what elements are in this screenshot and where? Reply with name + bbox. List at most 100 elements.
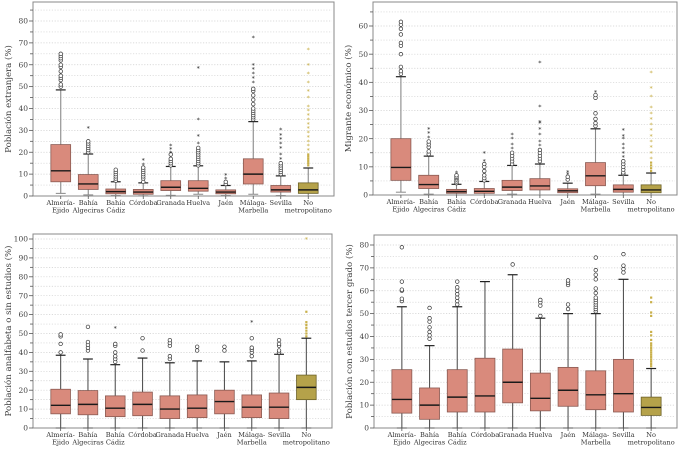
outlier-point bbox=[167, 337, 173, 343]
x-tick-label: Málaga- bbox=[582, 431, 609, 439]
y-tick-label: 50 bbox=[18, 82, 28, 91]
plot-frame bbox=[372, 1, 678, 196]
box-8: * Málaga-Marbella bbox=[580, 89, 610, 214]
extreme-point: * bbox=[252, 66, 256, 74]
x-tick-label: Córdoba bbox=[129, 199, 158, 207]
x-tick-label: Granada bbox=[498, 198, 527, 206]
x-tick-label: Sevilla bbox=[268, 431, 290, 439]
extreme-point: * bbox=[594, 89, 598, 97]
x-tick-label: Granada bbox=[156, 199, 185, 207]
outlier-point bbox=[482, 173, 487, 178]
outlier-point bbox=[455, 302, 460, 307]
extreme-point: * bbox=[622, 127, 626, 135]
outlier-point bbox=[455, 295, 460, 300]
extreme-point: * bbox=[307, 125, 311, 133]
x-tick-label: No bbox=[303, 199, 313, 207]
outlier-point bbox=[455, 279, 460, 284]
outlier-point bbox=[565, 174, 570, 179]
box-5: ****Granada bbox=[498, 131, 527, 206]
iqr-box bbox=[50, 144, 72, 183]
outlier-point bbox=[565, 306, 571, 312]
extreme-point: * bbox=[649, 104, 653, 112]
x-tick-label: Ejido bbox=[392, 206, 409, 214]
iqr-box bbox=[242, 158, 264, 185]
outlier-point bbox=[398, 19, 404, 24]
outlier-point bbox=[593, 111, 598, 116]
box-4: Córdoba bbox=[128, 336, 157, 439]
box-7: Jaén bbox=[557, 278, 579, 439]
x-tick-label: Almería- bbox=[387, 431, 416, 439]
outlier-point bbox=[650, 344, 653, 347]
extreme-point: * bbox=[279, 136, 283, 144]
x-tick-label: Marbella bbox=[238, 207, 268, 215]
outlier-point bbox=[593, 116, 598, 122]
extreme-point: * bbox=[252, 79, 256, 87]
outlier-point bbox=[140, 348, 145, 353]
outlier-point bbox=[167, 354, 173, 359]
extreme-point: * bbox=[252, 70, 256, 78]
x-tick-label: Córdoba bbox=[128, 431, 157, 439]
iqr-box bbox=[446, 369, 468, 413]
outlier-point bbox=[58, 332, 63, 337]
extreme-point: * bbox=[197, 132, 201, 140]
extreme-point: * bbox=[252, 74, 256, 82]
iqr-box bbox=[390, 138, 412, 181]
x-tick-label: Huelva bbox=[528, 198, 552, 206]
outlier-point bbox=[307, 159, 310, 163]
outlier-point bbox=[650, 358, 653, 361]
y-tick-label: 70 bbox=[359, 263, 369, 272]
extreme-point: * bbox=[307, 94, 311, 102]
outlier-point bbox=[58, 82, 63, 87]
outlier-point bbox=[650, 296, 653, 299]
outlier-point bbox=[650, 353, 653, 356]
extreme-point: * bbox=[510, 145, 514, 153]
outlier-point bbox=[537, 147, 543, 153]
iqr-box bbox=[50, 388, 71, 415]
extreme-point: * bbox=[538, 138, 542, 146]
y-tick-label: 60 bbox=[18, 60, 28, 69]
x-tick-label: No bbox=[646, 198, 656, 206]
outlier-point bbox=[307, 164, 310, 167]
box-1: Almería-Ejido bbox=[46, 51, 75, 215]
x-tick-label: Marbella bbox=[237, 439, 267, 447]
outlier-point bbox=[426, 139, 431, 144]
y-tick-label: 0 bbox=[23, 424, 28, 433]
outlier-point bbox=[593, 277, 598, 282]
x-tick-label: Granada bbox=[156, 431, 185, 439]
y-tick-label: 30 bbox=[18, 367, 28, 376]
outlier-point bbox=[538, 297, 543, 303]
outlier-point bbox=[538, 303, 543, 308]
x-tick-label: Jaén bbox=[559, 198, 575, 206]
outlier-point bbox=[593, 255, 598, 260]
outlier-point bbox=[593, 295, 598, 300]
outlier-point bbox=[251, 97, 256, 102]
x-tick-label: Marbella bbox=[581, 439, 611, 447]
outlier-point bbox=[399, 287, 405, 292]
extreme-point: * bbox=[307, 133, 311, 141]
extreme-point: * bbox=[307, 107, 311, 115]
iqr-box bbox=[160, 180, 182, 191]
extreme-point: * bbox=[279, 140, 283, 148]
outlier-point bbox=[398, 64, 404, 69]
x-tick-label: No bbox=[301, 431, 311, 439]
box-6: Huelva bbox=[185, 344, 209, 439]
box-9: Sevilla bbox=[612, 251, 635, 439]
y-tick-label: 10 bbox=[358, 162, 368, 171]
outlier-point bbox=[399, 245, 405, 250]
box-5: Granada bbox=[156, 337, 185, 439]
outlier-point bbox=[427, 316, 432, 321]
outlier-point bbox=[650, 301, 653, 304]
outlier-point bbox=[593, 92, 598, 98]
outlier-point bbox=[307, 155, 310, 158]
box-8: Málaga-Marbella bbox=[581, 255, 611, 447]
x-tick-label: Bahía bbox=[106, 199, 125, 207]
x-tick-label: Algeciras bbox=[413, 439, 446, 447]
outlier-point bbox=[58, 73, 63, 78]
box-1: Almería-Ejido bbox=[386, 19, 415, 214]
outlier-point bbox=[427, 305, 432, 311]
iqr-box bbox=[474, 357, 496, 413]
outlier-point bbox=[650, 351, 653, 354]
iqr-box bbox=[640, 396, 662, 416]
extreme-point: * bbox=[538, 118, 542, 126]
